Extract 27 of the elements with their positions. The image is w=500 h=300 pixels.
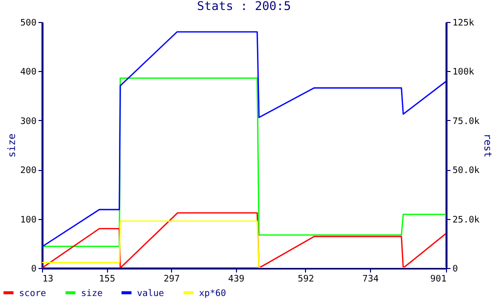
y-tick-label: 500 [20,18,36,28]
legend-label: xp*60 [199,288,226,299]
x-tick-label: 297 [164,274,180,284]
legend-label: score [19,288,46,299]
y-tick-label: 100 [20,215,36,226]
x-tick-label: 734 [362,274,379,284]
y2-tick-label: 25.0k [452,215,480,226]
x-tick-label: 901 [430,274,446,284]
x-tick-label: 439 [228,274,244,284]
chart-title: Stats : 200:5 [197,0,291,13]
y-tick-label: 400 [20,68,36,78]
y2-tick-label: 0 [452,264,458,274]
legend-label: value [137,288,164,299]
x-tick-label: 155 [98,274,116,284]
x-tick-label: 592 [298,274,314,284]
y2-tick-label: 50.0k [452,166,480,176]
legend-label: size [81,288,103,299]
y-axis-title: size [7,133,18,158]
y-tick-label: 0 [31,264,36,274]
line-series [42,31,446,248]
y2-tick-label: 125k [452,18,475,28]
y-tick-label: 300 [20,116,36,127]
x-tick-label: 13 [42,274,54,284]
y2-tick-label: 100k [452,68,475,78]
y2-axis-title: rest [482,133,493,158]
y-tick-label: 200 [20,166,36,176]
y2-tick-label: 75.0k [452,116,480,127]
